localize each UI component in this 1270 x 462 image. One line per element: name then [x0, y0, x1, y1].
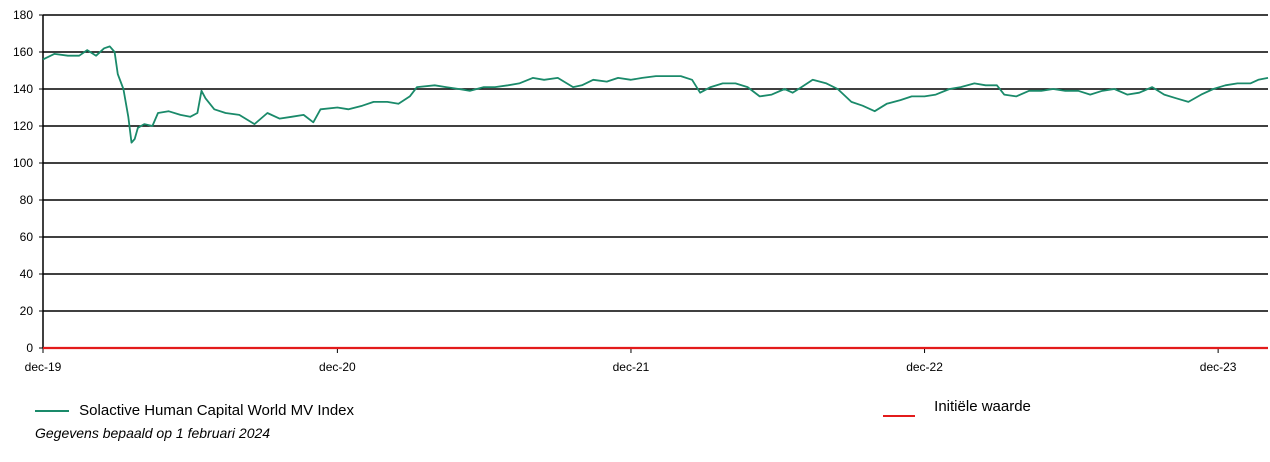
series-layer: [42, 45, 1269, 350]
y-axis-ticks: 0 20 40 60 80 100 120 140 160 180: [13, 8, 43, 355]
grid-lines: [42, 14, 1268, 349]
x-tick-label-dec-23: dec-23: [1200, 360, 1237, 374]
legend-label-initial: Initiële waarde: [934, 398, 1031, 415]
y-tick-label-80: 80: [20, 193, 34, 207]
legend-item-index: Solactive Human Capital World MV Index: [35, 402, 354, 419]
legend-swatch-index: [35, 410, 69, 413]
y-tick-label-180: 180: [13, 8, 33, 22]
x-tick-label-dec-22: dec-22: [906, 360, 943, 374]
y-tick-label-160: 160: [13, 45, 33, 59]
x-axis-ticks: dec-19 dec-20 dec-21 dec-22 dec-23: [25, 348, 1237, 374]
x-tick-label-dec-19: dec-19: [25, 360, 62, 374]
y-tick-label-40: 40: [20, 267, 34, 281]
legend-swatch-initial: [883, 415, 915, 418]
y-tick-label-120: 120: [13, 119, 33, 133]
y-tick-label-60: 60: [20, 230, 34, 244]
series-line-index: [42, 45, 1269, 144]
y-tick-label-100: 100: [13, 156, 33, 170]
footnote: Gegevens bepaald op 1 februari 2024: [35, 425, 271, 441]
y-tick-label-0: 0: [26, 341, 33, 355]
x-tick-label-dec-20: dec-20: [319, 360, 356, 374]
x-tick-label-dec-21: dec-21: [613, 360, 650, 374]
y-tick-label-140: 140: [13, 82, 33, 96]
y-tick-label-20: 20: [20, 304, 34, 318]
legend-label-index: Solactive Human Capital World MV Index: [79, 402, 355, 419]
legend-item-initial: Initiële waarde: [883, 398, 1031, 418]
